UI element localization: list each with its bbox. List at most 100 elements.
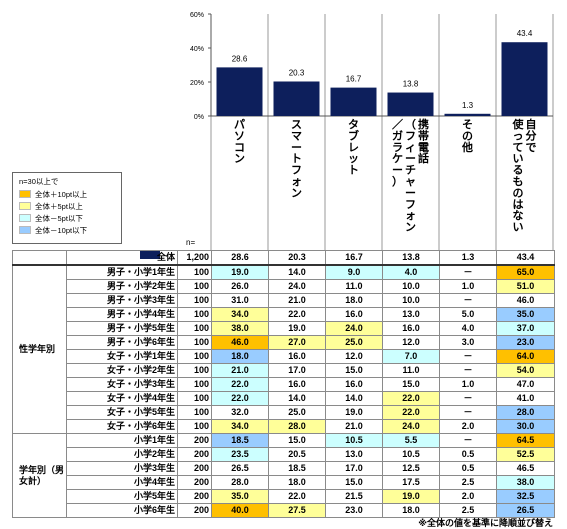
value-cell: 17.0 — [325, 461, 383, 476]
value-cell: 18.0 — [325, 293, 383, 308]
value-cell: 40.0 — [211, 503, 269, 518]
legend-label: 全体－10pt以下 — [35, 225, 88, 235]
value-cell: 32.5 — [496, 489, 555, 504]
row-n: 200 — [177, 475, 212, 490]
value-cell: 43.4 — [496, 250, 555, 266]
value-cell: 4.0 — [439, 321, 497, 336]
legend-item: 全体＋10pt以上 — [19, 189, 87, 199]
y-tick-label: 0% — [194, 114, 204, 121]
category-label: パソコン — [234, 118, 245, 165]
value-cell: 23.0 — [325, 503, 383, 518]
value-cell: 3.0 — [439, 335, 497, 350]
value-cell: 22.0 — [382, 405, 440, 420]
row-label: 男子・小学3年生 — [66, 293, 178, 308]
value-cell: 12.5 — [382, 461, 440, 476]
row-label: 小学5年生 — [66, 489, 178, 504]
legend-item: 全体－5pt以下 — [19, 213, 83, 223]
table-row: 女子・小学2年生 100 21.0 17.0 15.0 11.0 － 54.0 — [13, 363, 555, 378]
value-cell: 7.0 — [382, 349, 440, 364]
row-label: 女子・小学2年生 — [66, 363, 178, 378]
value-cell: 19.0 — [268, 321, 326, 336]
table-row: 小学6年生 200 40.0 27.5 23.0 18.0 2.5 26.5 — [13, 503, 555, 518]
value-cell: 5.0 — [439, 307, 497, 322]
value-cell: 21.0 — [268, 293, 326, 308]
bar-value-label: 28.6 — [232, 54, 248, 63]
table-row: 女子・小学3年生 100 22.0 16.0 16.0 15.0 1.0 47.0 — [13, 377, 555, 392]
value-cell: 16.0 — [325, 307, 383, 322]
value-cell: 22.0 — [268, 489, 326, 504]
legend-item: 全体－10pt以下 — [19, 225, 87, 235]
table-row: 小学4年生 200 28.0 18.0 15.0 17.5 2.5 38.0 — [13, 475, 555, 490]
row-label: 男子・小学4年生 — [66, 307, 178, 322]
value-cell: 16.0 — [268, 349, 326, 364]
table-row: 女子・小学6年生 100 34.0 28.0 21.0 24.0 2.0 30.0 — [13, 419, 555, 434]
value-cell: 4.0 — [382, 264, 440, 280]
value-cell: 35.0 — [211, 489, 269, 504]
value-cell: 22.0 — [211, 377, 269, 392]
value-cell: 25.0 — [325, 335, 383, 350]
value-cell: 46.0 — [211, 335, 269, 350]
y-tick-label: 20% — [190, 80, 204, 87]
bar — [444, 113, 491, 116]
value-cell: 27.5 — [268, 503, 326, 518]
value-cell: 10.5 — [382, 447, 440, 462]
row-n: 100 — [177, 307, 212, 322]
value-cell: 2.0 — [439, 489, 497, 504]
table-row: 小学5年生 200 35.0 22.0 21.5 19.0 2.0 32.5 — [13, 489, 555, 504]
value-cell: 28.6 — [211, 250, 269, 266]
row-n: 200 — [177, 447, 212, 462]
value-cell: 65.0 — [496, 264, 555, 280]
category-label: 自分で — [526, 117, 537, 154]
value-cell: 28.0 — [211, 475, 269, 490]
value-cell: 12.0 — [325, 349, 383, 364]
value-cell: 26.5 — [496, 503, 555, 518]
value-cell: 19.0 — [211, 264, 269, 280]
value-cell: － — [439, 391, 497, 406]
legend-swatch — [19, 226, 31, 234]
value-cell: － — [439, 433, 497, 448]
value-cell: 10.0 — [382, 293, 440, 308]
row-label: 全体 — [66, 250, 178, 266]
value-cell: 26.5 — [211, 461, 269, 476]
row-label: 女子・小学4年生 — [66, 391, 178, 406]
value-cell: 11.0 — [382, 363, 440, 378]
row-n: 100 — [177, 293, 212, 308]
value-cell: 10.5 — [325, 433, 383, 448]
value-cell: 51.0 — [496, 279, 555, 294]
category-label: タブレット — [348, 118, 359, 177]
row-n: 200 — [177, 433, 212, 448]
value-cell: 54.0 — [496, 363, 555, 378]
value-cell: 16.0 — [325, 377, 383, 392]
row-label: 女子・小学1年生 — [66, 349, 178, 364]
table-row: 男子・小学4年生 100 34.0 22.0 16.0 13.0 5.0 35.0 — [13, 307, 555, 322]
value-cell: 10.0 — [382, 279, 440, 294]
value-cell: 17.0 — [268, 363, 326, 378]
value-cell: 37.0 — [496, 321, 555, 336]
row-n: 200 — [177, 461, 212, 476]
value-cell: 30.0 — [496, 419, 555, 434]
value-cell: 21.5 — [325, 489, 383, 504]
row-label: 小学1年生 — [66, 433, 178, 448]
row-n: 1,200 — [177, 250, 212, 266]
row-label: 女子・小学5年生 — [66, 405, 178, 420]
legend-swatch — [19, 214, 31, 222]
table-row: 小学2年生 200 23.5 20.5 13.0 10.5 0.5 52.5 — [13, 447, 555, 462]
value-cell: 12.0 — [382, 335, 440, 350]
row-label: 女子・小学6年生 — [66, 419, 178, 434]
legend-title: n=30以上で — [19, 177, 59, 186]
row-n: 100 — [177, 363, 212, 378]
row-label: 女子・小学3年生 — [66, 377, 178, 392]
value-cell: 17.5 — [382, 475, 440, 490]
value-cell: － — [439, 293, 497, 308]
value-cell: 11.0 — [325, 279, 383, 294]
value-cell: 2.0 — [439, 419, 497, 434]
value-cell: 15.0 — [325, 475, 383, 490]
row-label: 男子・小学6年生 — [66, 335, 178, 350]
legend-label: 全体－5pt以下 — [35, 213, 83, 223]
value-cell: 22.0 — [211, 391, 269, 406]
row-n: 100 — [177, 335, 212, 350]
value-cell: 16.7 — [325, 250, 383, 266]
value-cell: 38.0 — [496, 475, 555, 490]
value-cell: 35.0 — [496, 307, 555, 322]
category-label: 使っているものはない — [512, 117, 525, 234]
